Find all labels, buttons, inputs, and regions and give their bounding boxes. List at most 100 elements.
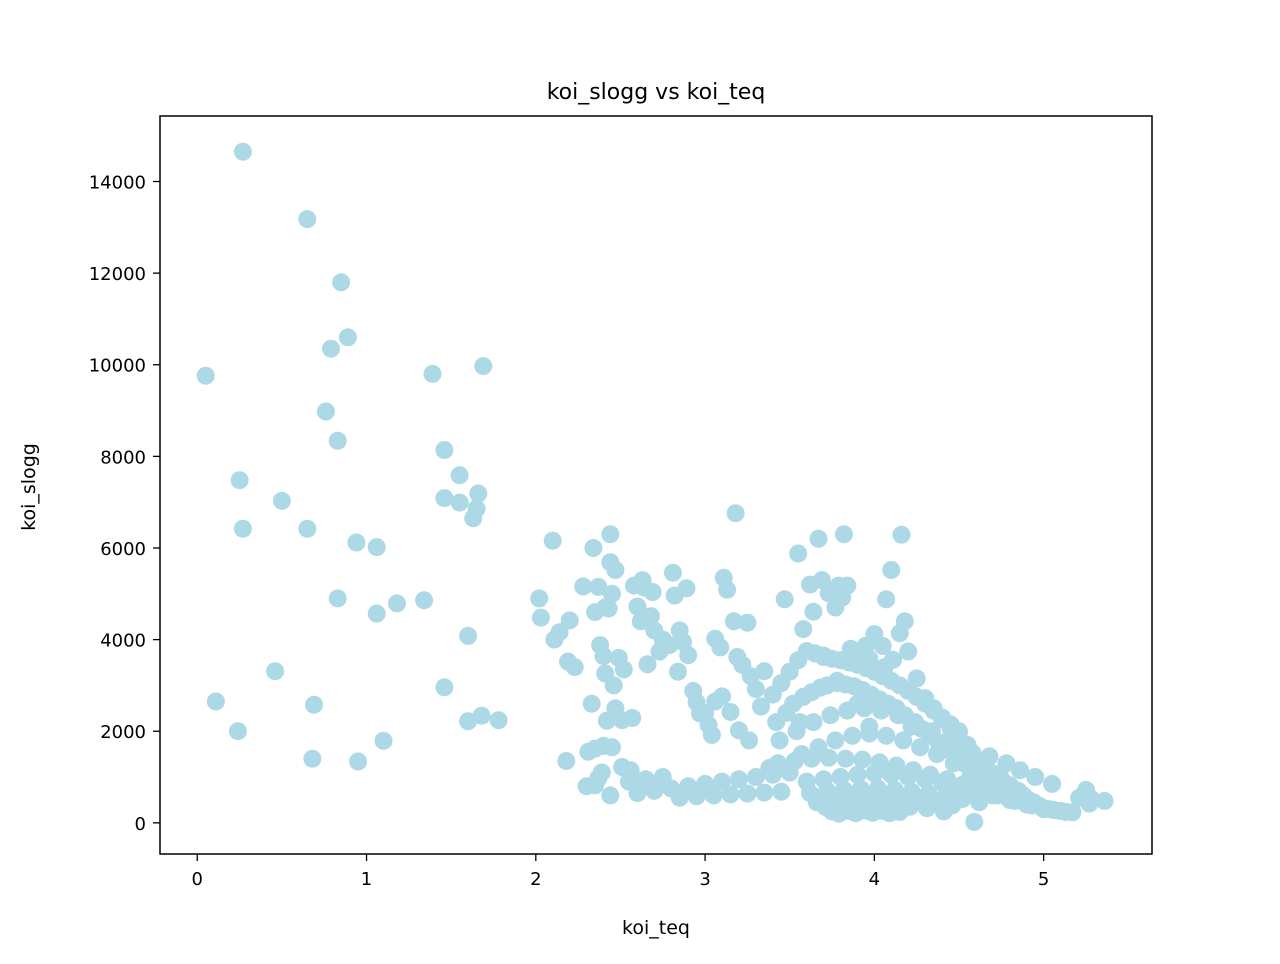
scatter-point: [887, 699, 906, 718]
x-tick-label: 5: [1038, 869, 1049, 890]
scatter-point: [367, 604, 386, 623]
y-tick-label: 4000: [100, 631, 146, 652]
scatter-point: [882, 561, 901, 579]
scatter-point: [704, 786, 723, 805]
scatter-point: [884, 650, 902, 669]
scatter-point: [729, 770, 748, 789]
scatter-point: [721, 785, 740, 804]
scatter-point: [298, 519, 317, 538]
scatter-point: [653, 768, 672, 786]
scatter-point: [965, 812, 984, 831]
scatter-point: [899, 768, 918, 786]
scatter-point: [338, 328, 357, 347]
scatter-point: [894, 731, 913, 750]
scatter-point: [922, 726, 941, 745]
scatter-point: [374, 731, 393, 750]
scatter-point: [228, 722, 247, 741]
scatter-point: [266, 662, 285, 681]
y-tick-label: 6000: [100, 539, 146, 560]
scatter-point: [230, 471, 249, 490]
scatter-point: [752, 697, 770, 716]
scatter-point: [911, 738, 930, 757]
scatter-point: [828, 671, 847, 690]
scatter-point: [848, 765, 867, 784]
scatter-point: [332, 273, 351, 292]
scatter-point: [882, 765, 901, 784]
scatter-point: [802, 749, 821, 768]
scatter-point: [305, 695, 323, 714]
scatter-point: [873, 637, 892, 655]
scatter-point: [579, 742, 598, 761]
scatter-point: [970, 793, 989, 812]
scatter-point: [863, 803, 882, 822]
scatter-point: [789, 544, 808, 563]
scatter-point: [298, 210, 317, 229]
scatter-point: [628, 597, 647, 616]
scatter-point: [643, 583, 662, 601]
scatter-point: [846, 804, 865, 823]
scatter-point: [834, 525, 853, 544]
scatter-point: [196, 366, 215, 385]
scatter-point: [809, 529, 828, 548]
scatter-point: [916, 770, 935, 789]
scatter-point: [663, 563, 682, 582]
scatter-point: [574, 577, 593, 596]
scatter-point: [592, 763, 611, 782]
scatter-point: [474, 357, 493, 376]
scatter-point: [829, 804, 848, 823]
scatter-point: [877, 590, 896, 609]
x-tick-label: 0: [192, 869, 203, 890]
scatter-point: [711, 638, 730, 657]
y-axis-ticks: 0 2000 4000 6000 8000 10000 12000 14000: [89, 173, 160, 835]
scatter-point: [322, 339, 340, 358]
scatter-point: [586, 603, 605, 622]
scatter-point: [645, 781, 664, 800]
scatter-point: [464, 509, 483, 528]
scatter-point: [388, 594, 406, 613]
scatter-point: [738, 784, 757, 803]
y-tick-label: 12000: [89, 264, 146, 285]
scatter-point: [721, 703, 740, 721]
scatter-point: [892, 525, 911, 544]
scatter-point: [679, 646, 698, 665]
scatter-point: [1034, 800, 1053, 819]
scatter-point: [233, 519, 252, 538]
plot-frame: [159, 115, 1153, 855]
points-layer: [196, 142, 1114, 831]
scatter-point: [560, 611, 579, 630]
scatter-point: [1017, 795, 1036, 814]
y-tick-label: 8000: [100, 447, 146, 468]
y-tick-label: 14000: [89, 173, 146, 194]
x-tick-label: 2: [530, 869, 541, 890]
scatter-point: [738, 613, 757, 632]
scatter-point: [328, 431, 347, 450]
scatter-point: [687, 787, 706, 806]
scatter-point: [928, 745, 946, 764]
scatter-point: [1043, 774, 1062, 793]
scatter-point: [638, 655, 657, 674]
scatter-point: [826, 731, 845, 750]
scatter-point: [1063, 803, 1082, 822]
scatter-point: [933, 773, 952, 792]
scatter-point: [582, 694, 601, 713]
scatter-point: [589, 577, 608, 596]
x-tick-label: 1: [361, 869, 372, 890]
scatter-point: [899, 642, 918, 661]
scatter-point: [303, 749, 322, 768]
scatter-point: [713, 687, 731, 706]
scatter-point: [450, 493, 469, 512]
scatter-point: [790, 713, 809, 732]
scatter-point: [347, 533, 366, 552]
scatter-point: [1011, 761, 1029, 780]
scatter-point: [838, 576, 857, 595]
scatter-point: [772, 782, 791, 801]
scatter-point: [601, 553, 620, 572]
scatter-point: [543, 531, 562, 550]
x-axis-label: koi_teq: [622, 917, 690, 939]
scatter-point: [702, 725, 721, 744]
scatter-point: [1095, 791, 1114, 810]
scatter-point: [983, 786, 1002, 805]
scatter-point: [233, 142, 252, 161]
scatter-point: [328, 589, 347, 608]
